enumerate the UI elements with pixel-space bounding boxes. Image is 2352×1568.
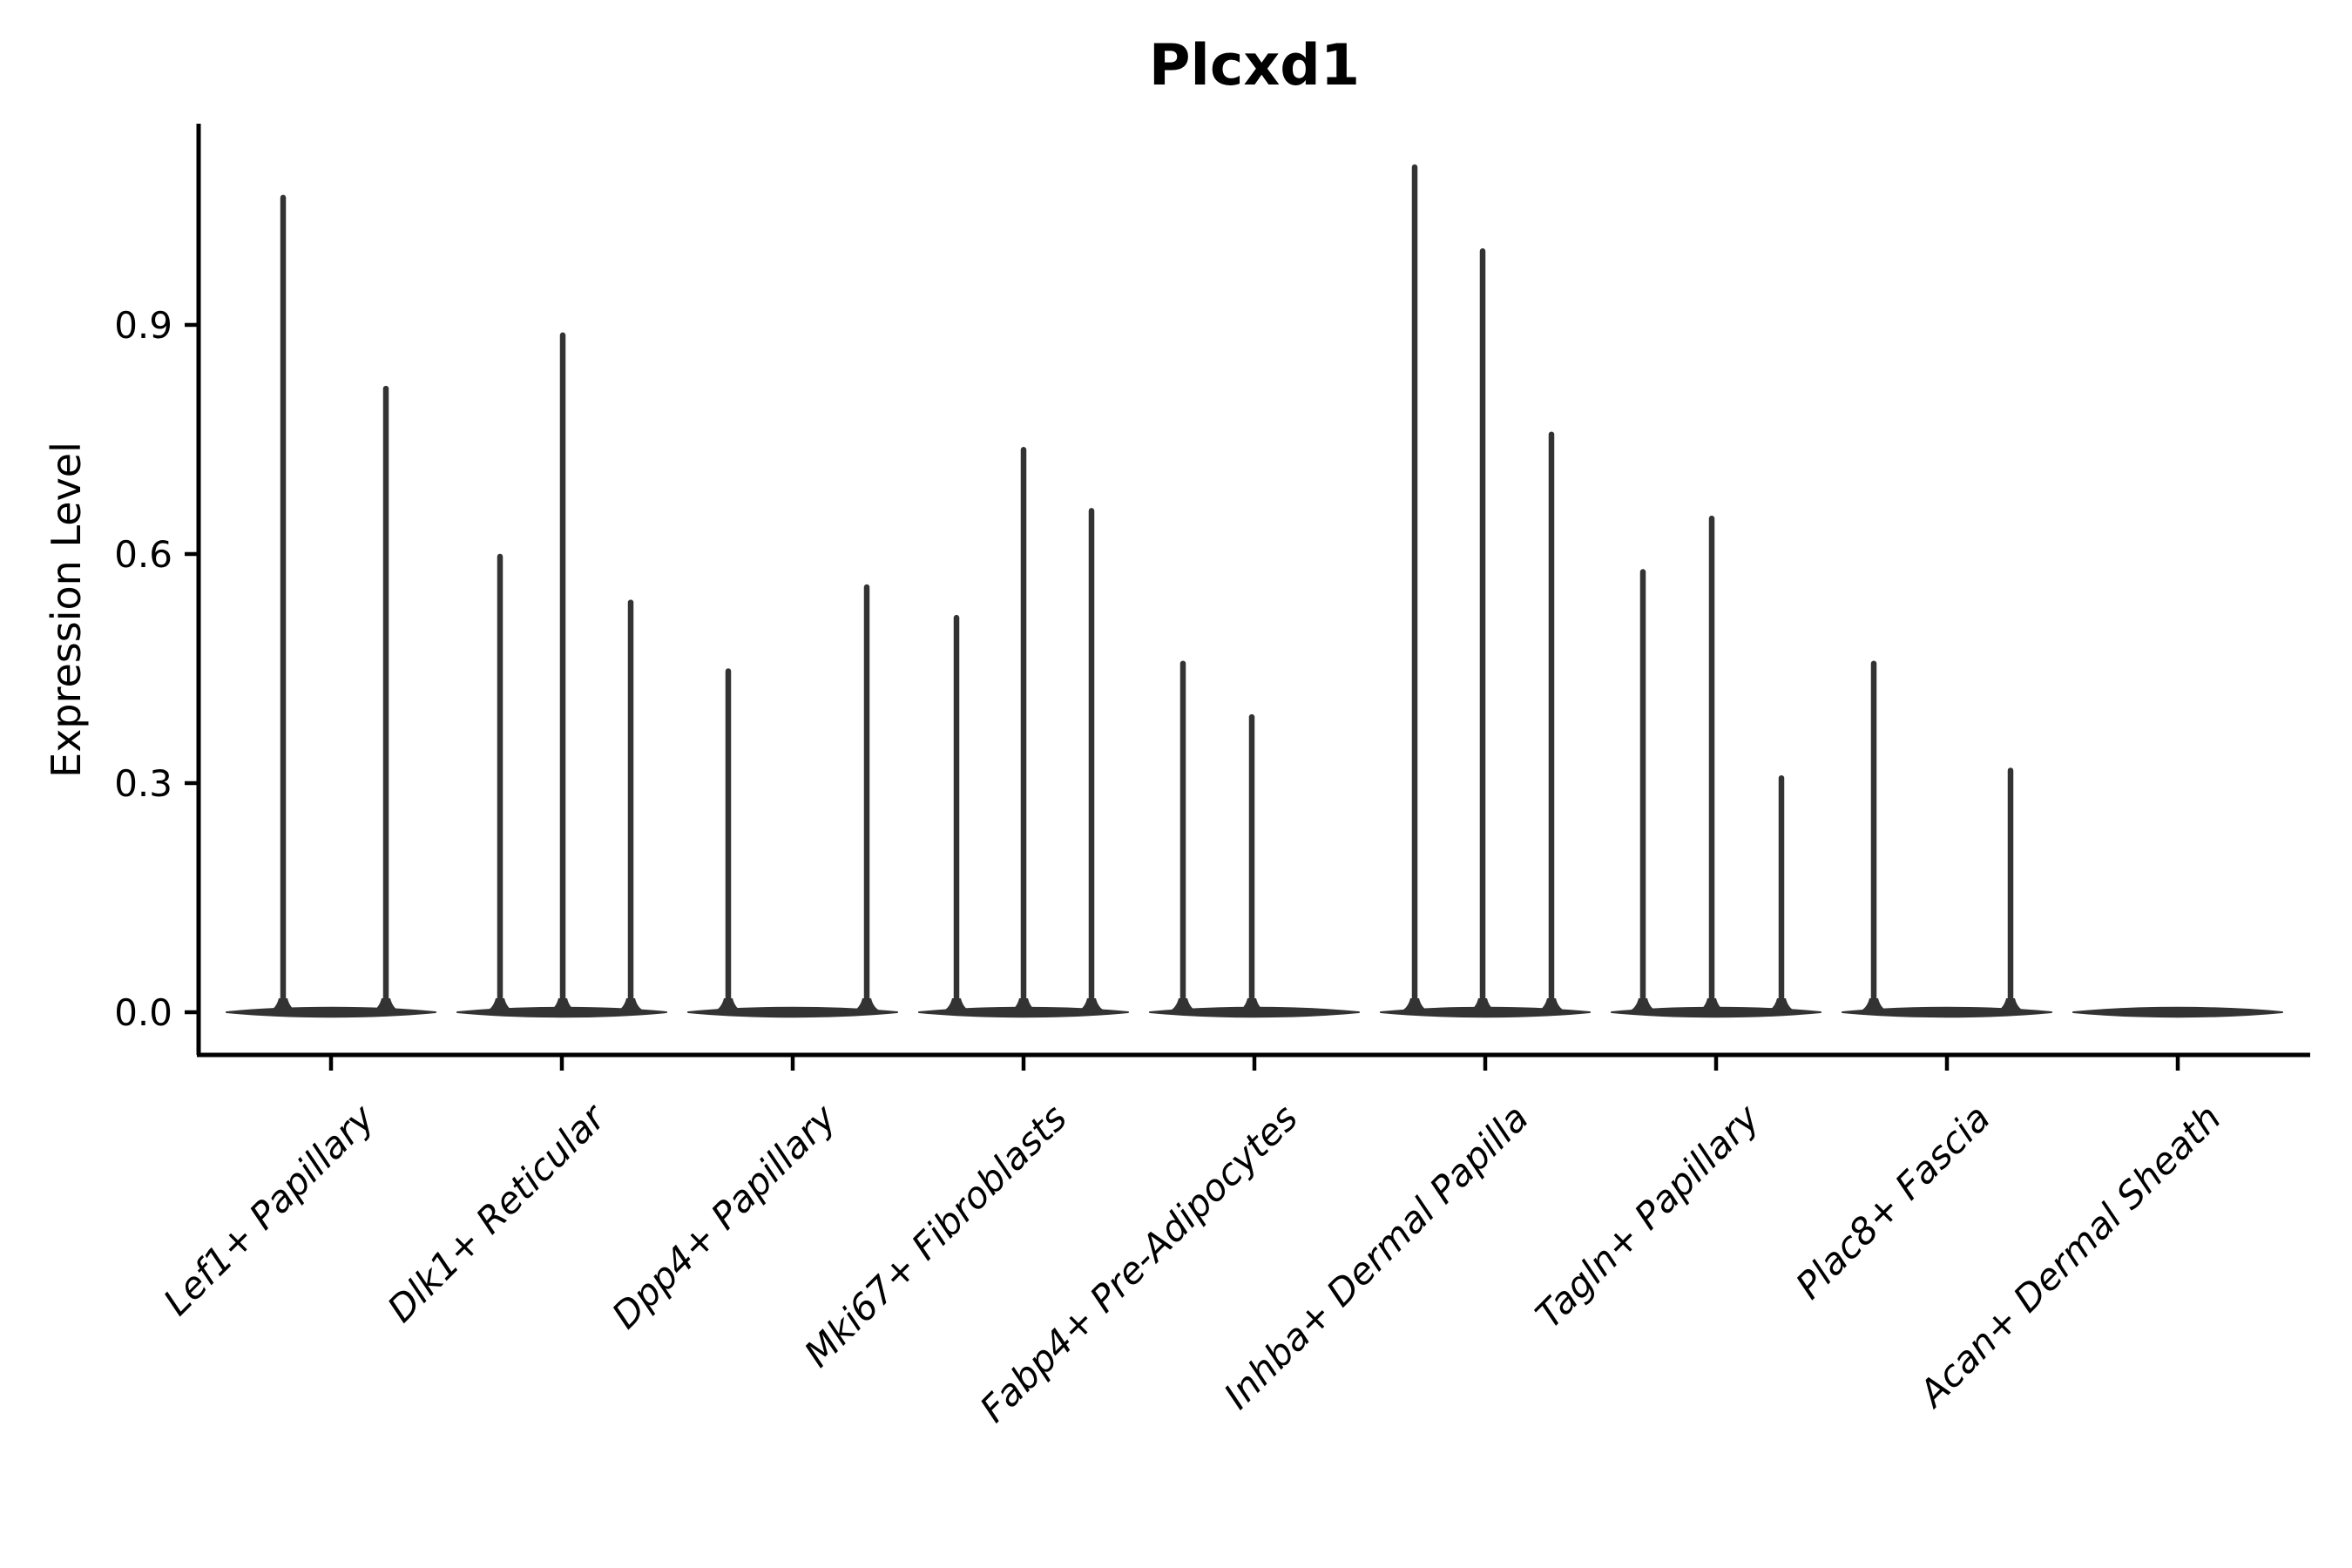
violin-9 — [2072, 1006, 2283, 1018]
y-tick-label: 0.9 — [114, 304, 172, 347]
plot-title: Plcxd1 — [1149, 33, 1360, 98]
axes-spines — [196, 124, 2310, 1058]
x-category-label: Mki67+ Fibroblasts — [796, 1096, 1075, 1375]
violin-4 — [918, 446, 1129, 1018]
violin-2 — [456, 332, 667, 1018]
violin-base — [1149, 1006, 1360, 1018]
violin-5 — [1149, 660, 1360, 1018]
violins-layer — [226, 164, 2283, 1018]
violin-base — [1611, 1006, 1821, 1018]
violin-base — [918, 1006, 1129, 1018]
violin-base — [687, 1006, 898, 1018]
x-category-label: Lef1+ Papillary — [155, 1096, 383, 1324]
violin-1 — [226, 194, 436, 1018]
x-axis-ticks — [328, 1057, 2180, 1071]
violin-6 — [1380, 164, 1591, 1018]
y-axis-ticks: 0.0 0.3 0.6 0.9 — [114, 304, 199, 1034]
violin-7 — [1611, 515, 1821, 1018]
violin-3 — [687, 584, 898, 1018]
y-tick-label: 0.3 — [114, 762, 172, 805]
violin-base — [2072, 1006, 2283, 1018]
violin-8 — [1842, 660, 2052, 1018]
x-category-label: Dlk1+ Reticular — [379, 1094, 615, 1330]
x-category-label: Plac8+ Fascia — [1788, 1096, 1998, 1307]
violin-base — [226, 1006, 436, 1018]
x-category-label: Dpp4+ Papillary — [604, 1096, 845, 1337]
y-axis-label: Expression Level — [43, 442, 90, 778]
x-category-label: Tagln+ Papillary — [1527, 1096, 1768, 1337]
violin-base — [1380, 1006, 1591, 1018]
y-tick-label: 0.6 — [114, 533, 172, 576]
y-tick-label: 0.0 — [114, 991, 172, 1034]
